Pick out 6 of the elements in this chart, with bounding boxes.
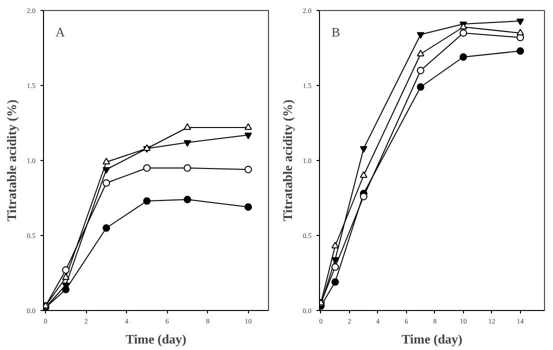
y-axis-title: Titratable acidity (%) — [4, 100, 19, 222]
text: A — [56, 24, 66, 40]
x-axis-title: Time (day) — [126, 332, 186, 346]
y-axis-title: Titratable acidity (%) — [280, 100, 295, 222]
text: B — [332, 24, 340, 40]
x-axis-title: Time (day) — [402, 332, 462, 346]
